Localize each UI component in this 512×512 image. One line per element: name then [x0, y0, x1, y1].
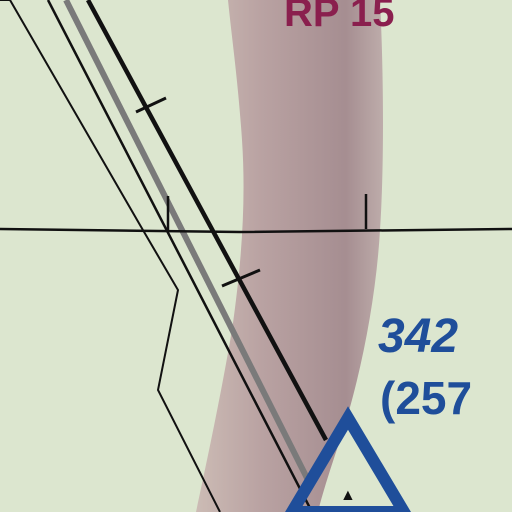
elevation-sub-label: (257 [380, 372, 472, 424]
thin-black-line [46, 0, 314, 512]
horizontal-line [0, 227, 512, 234]
runway-label: RP 15 [284, 0, 394, 35]
boundary-line [0, 0, 221, 512]
thick-black-line [86, 0, 328, 442]
navaid-dot-icon: ▲ [340, 487, 356, 504]
navaid-triangle-icon: ▲ [285, 406, 411, 512]
elevation-label: 342 [378, 310, 458, 363]
line-tick-lower [221, 268, 261, 288]
terrain-band [196, 0, 383, 512]
gray-route-line [63, 0, 313, 486]
line-tick-upper [135, 96, 167, 114]
